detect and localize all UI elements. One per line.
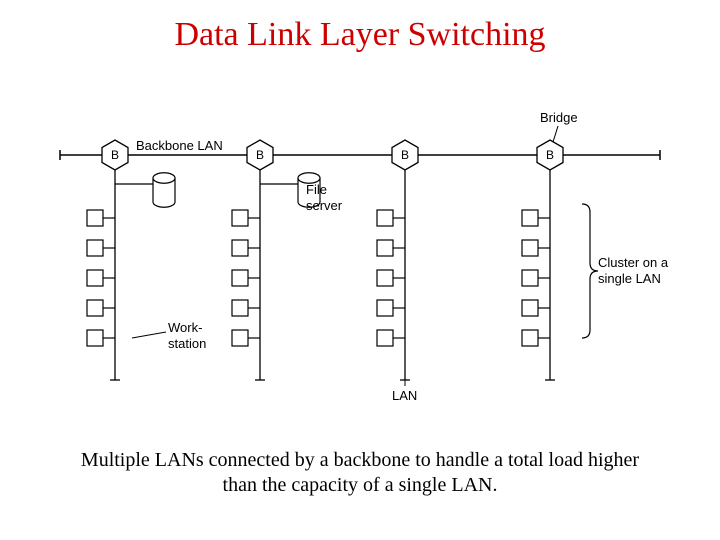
label-lan: LAN (392, 388, 417, 404)
svg-text:B: B (546, 148, 554, 162)
label-cluster: Cluster on a single LAN (598, 255, 668, 286)
label-workstation: Work- station (168, 320, 206, 351)
label-file-server: File server (306, 182, 342, 213)
svg-text:B: B (256, 148, 264, 162)
svg-text:B: B (111, 148, 119, 162)
svg-text:B: B (401, 148, 409, 162)
label-backbone-lan: Backbone LAN (136, 138, 223, 154)
label-bridge: Bridge (540, 110, 578, 126)
